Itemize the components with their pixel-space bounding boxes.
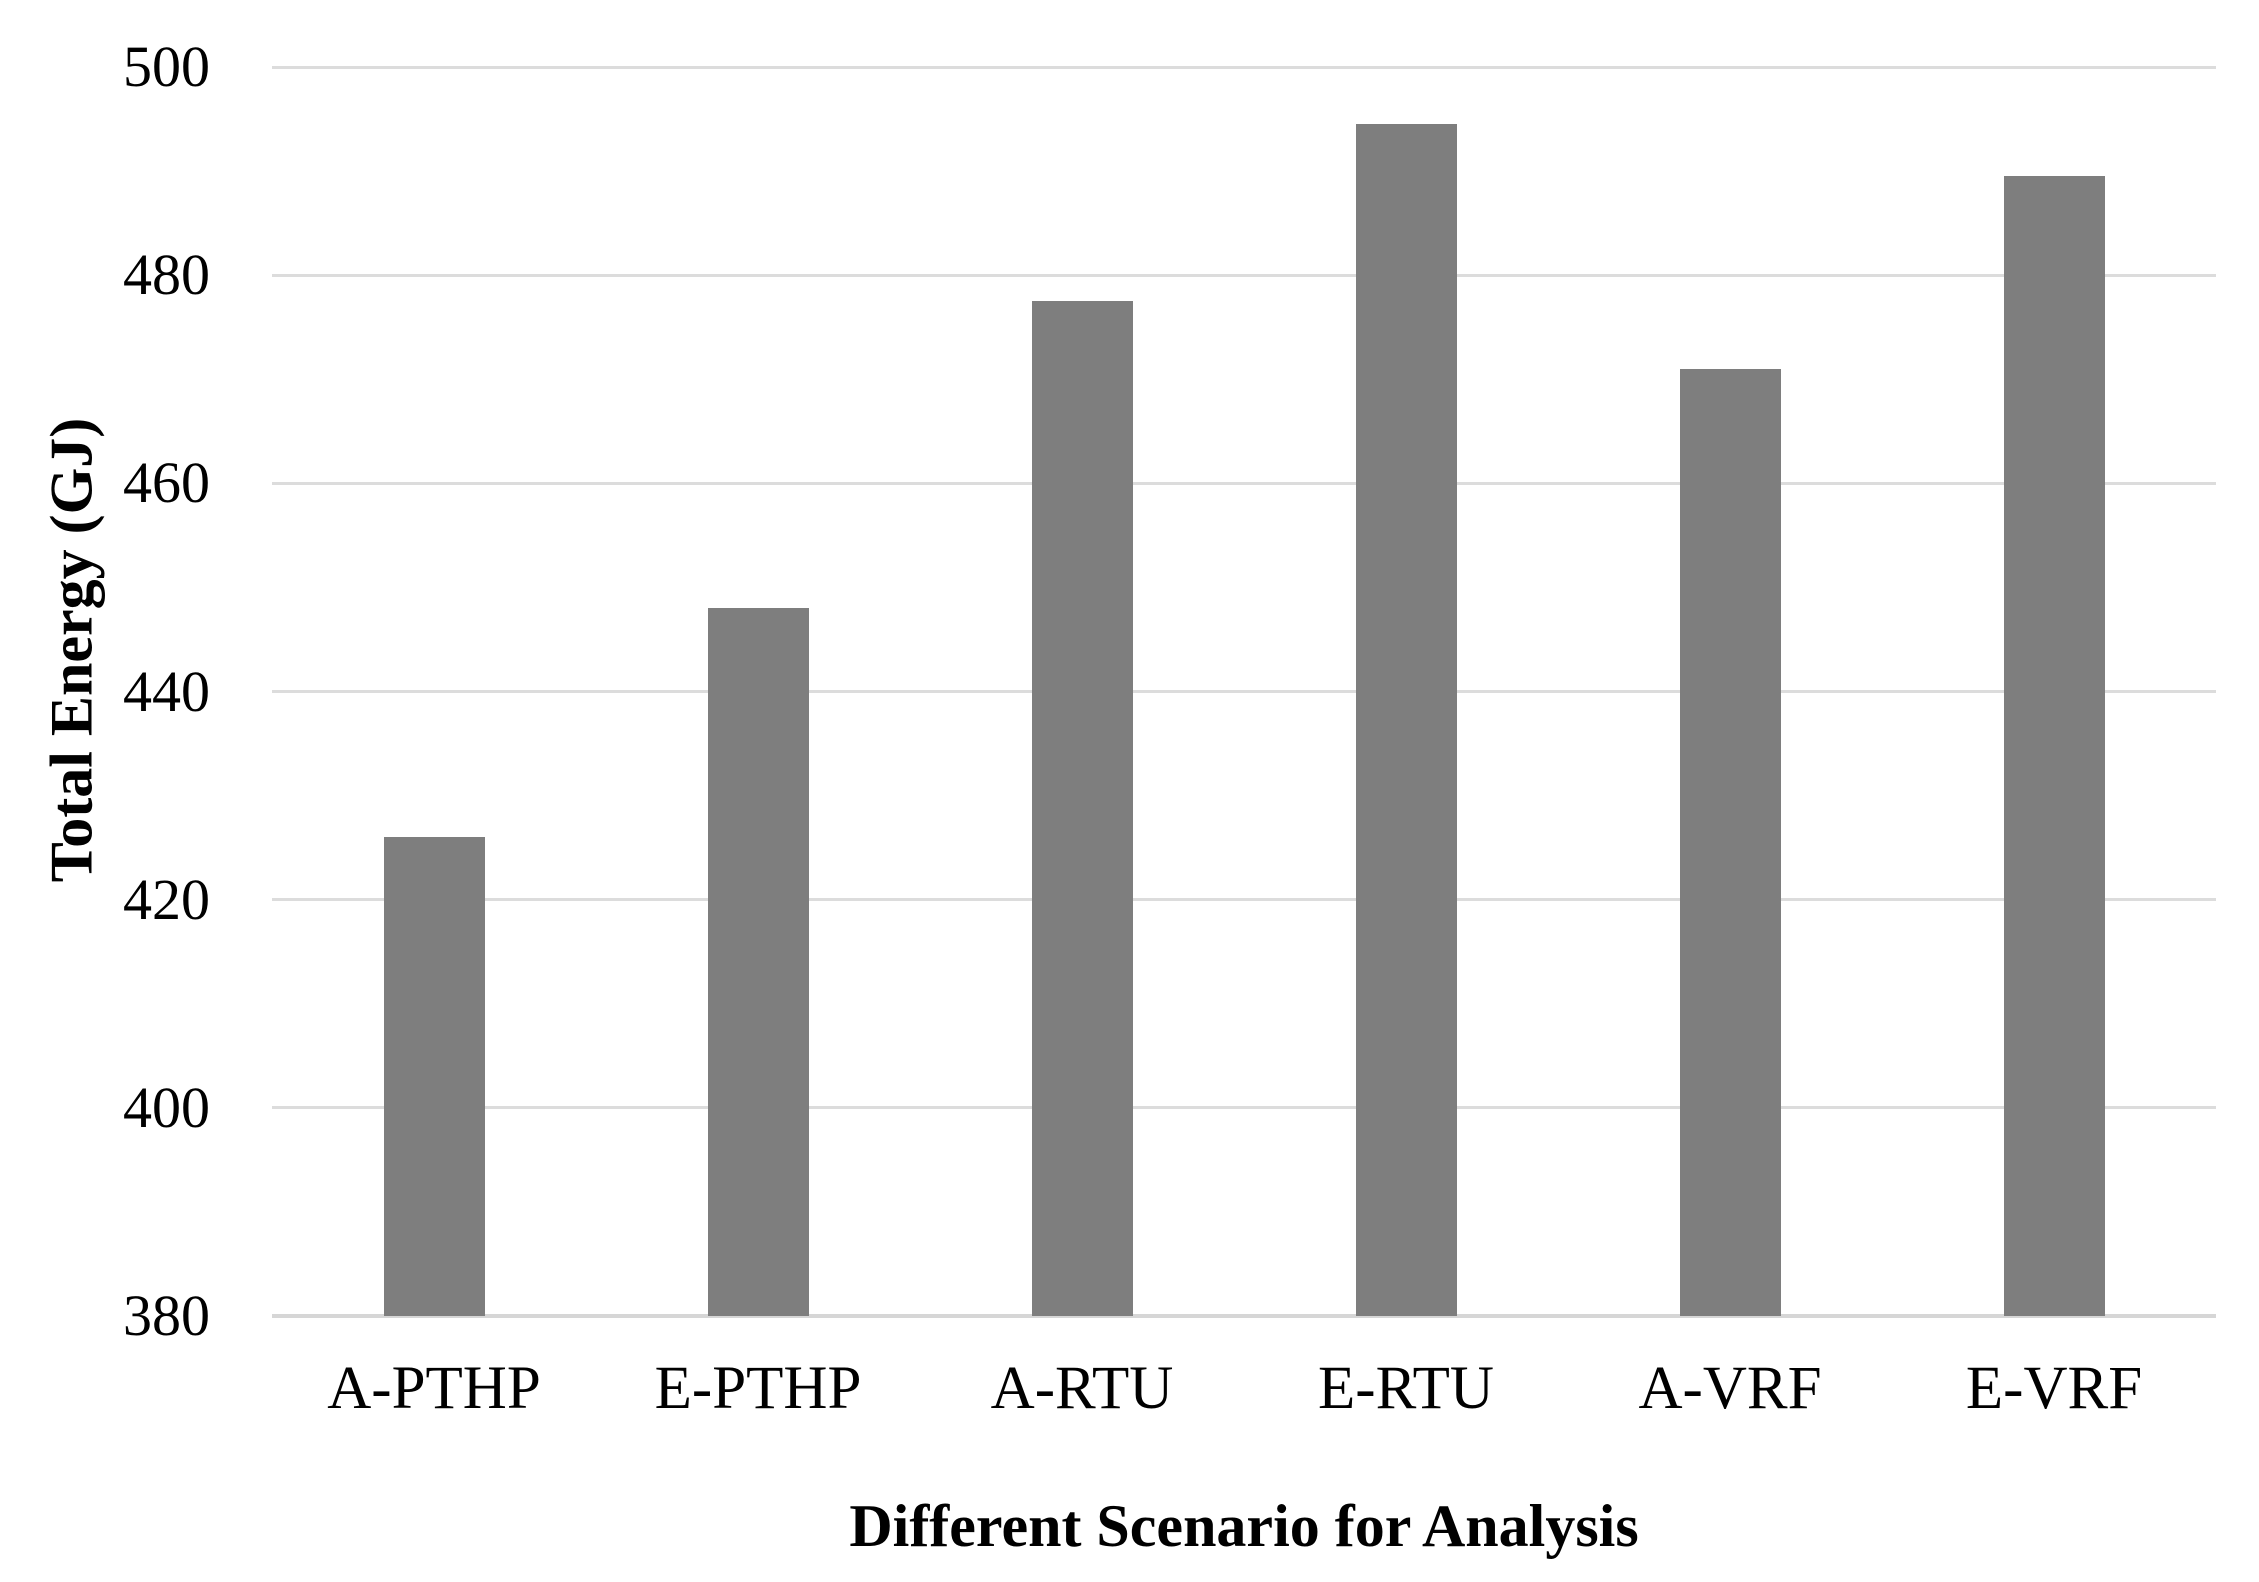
x-tick-label: A-PTHP <box>327 1355 541 1422</box>
x-tick-label: E-PTHP <box>654 1355 862 1422</box>
y-tick-label: 380 <box>123 1283 210 1348</box>
bar-a-rtu <box>1031 301 1133 1316</box>
plot-area <box>272 65 2216 1318</box>
gridline <box>272 273 2216 277</box>
gridline <box>272 690 2216 693</box>
bar-e-rtu <box>1355 124 1457 1316</box>
y-tick-label: 500 <box>123 34 210 99</box>
y-tick-label: 420 <box>123 866 210 932</box>
y-axis-title: Total Energy (GJ) <box>38 417 105 883</box>
gridline <box>272 898 2216 902</box>
x-tick-label: E-VRF <box>1965 1355 2143 1422</box>
gridline <box>272 481 2216 485</box>
y-tick-label: 460 <box>123 450 210 516</box>
bar-e-vrf <box>2003 176 2105 1316</box>
y-tick-label: 400 <box>123 1074 210 1140</box>
bar-a-pthp <box>383 837 485 1316</box>
x-axis-line <box>272 1314 2216 1318</box>
x-axis-title: Different Scenario for Analysis <box>849 1493 1639 1559</box>
gridline <box>272 1106 2216 1110</box>
bar-a-vrf <box>1679 368 1781 1316</box>
y-tick-label: 440 <box>123 658 210 724</box>
x-tick-label: A-VRF <box>1638 1355 1822 1422</box>
y-tick-label: 480 <box>123 242 210 308</box>
x-tick-label: E-RTU <box>1318 1355 1494 1422</box>
gridline <box>272 65 2216 69</box>
x-tick-label: A-RTU <box>990 1355 1174 1422</box>
bar-e-pthp <box>707 608 809 1316</box>
